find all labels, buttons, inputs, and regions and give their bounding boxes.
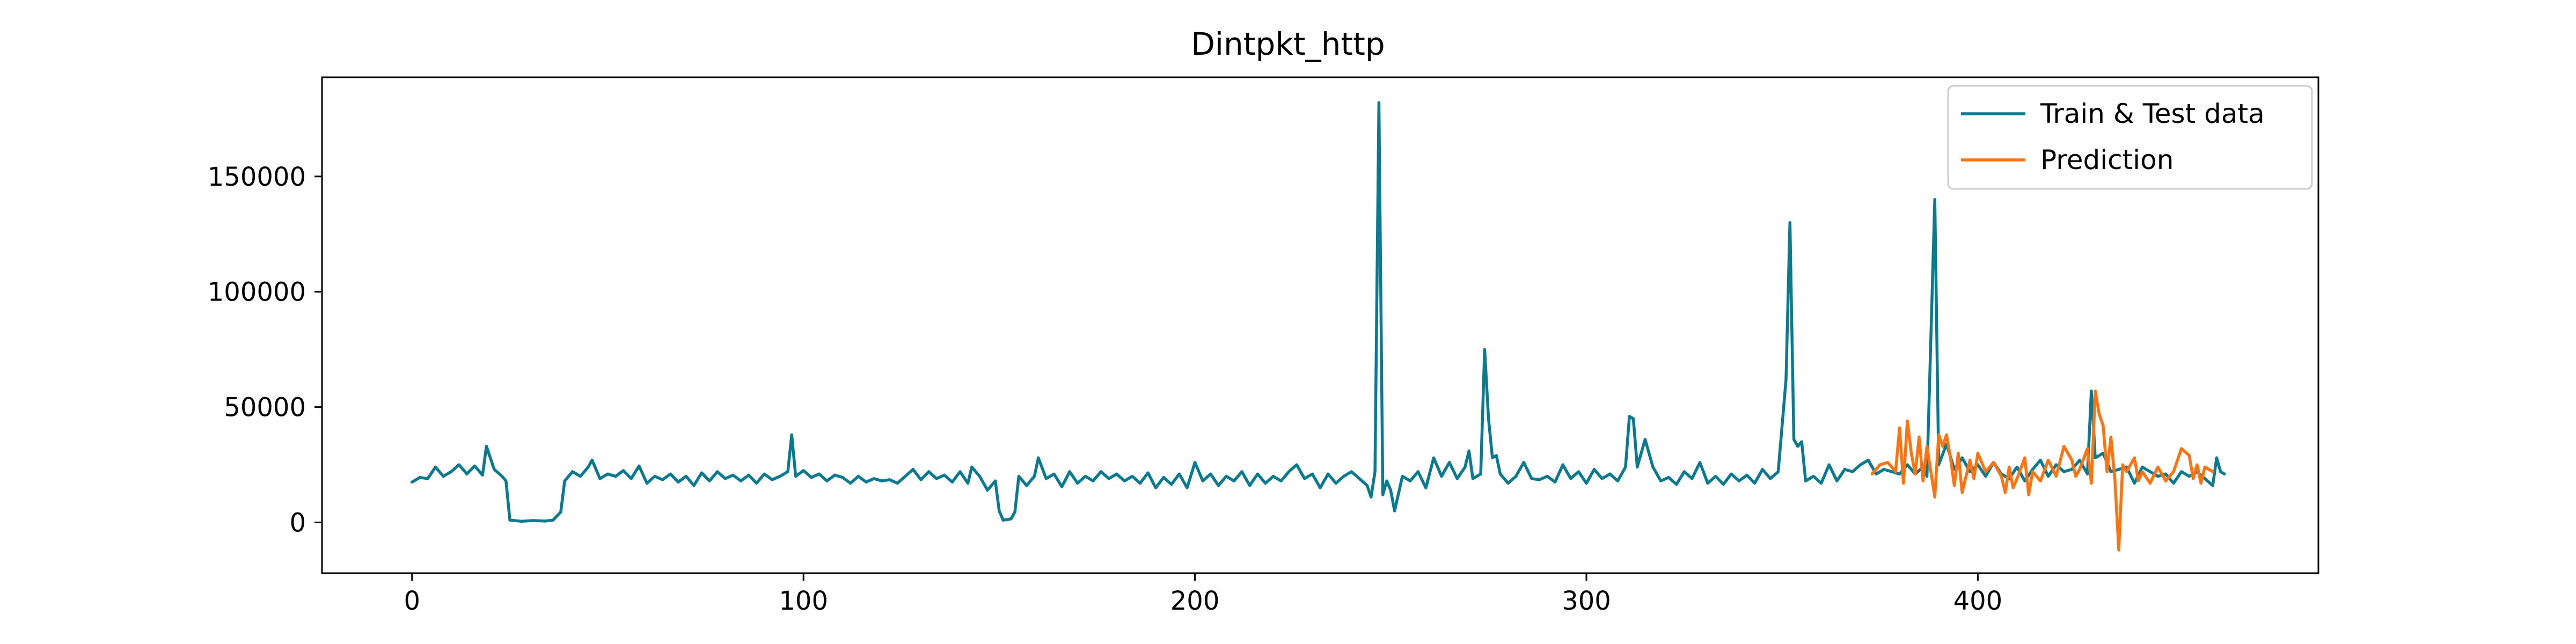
- axes: 0 100 200 300 400 0 50000 100000 150000: [208, 162, 2002, 616]
- legend-label: Train & Test data: [2040, 98, 2265, 129]
- legend-box: [1947, 85, 2313, 190]
- series-line-prediction: [1870, 389, 2214, 552]
- y-tick-label: 0: [289, 508, 306, 538]
- x-tick-label: 200: [1170, 586, 1220, 616]
- legend-label: Prediction: [2040, 144, 2174, 175]
- x-tick-label: 300: [1562, 586, 1611, 616]
- plot-area: [411, 101, 2226, 552]
- y-tick-label: 150000: [208, 162, 306, 192]
- x-tick-label: 400: [1953, 586, 2003, 616]
- legend: Train & Test data Prediction: [1947, 85, 2313, 190]
- x-tick-label: 100: [779, 586, 828, 616]
- y-tick-label: 100000: [208, 277, 306, 308]
- x-tick-label: 0: [404, 586, 420, 616]
- chart-title: Dintpkt_http: [1191, 26, 1385, 62]
- plot-frame: [321, 76, 2319, 574]
- y-tick-label: 50000: [224, 393, 306, 423]
